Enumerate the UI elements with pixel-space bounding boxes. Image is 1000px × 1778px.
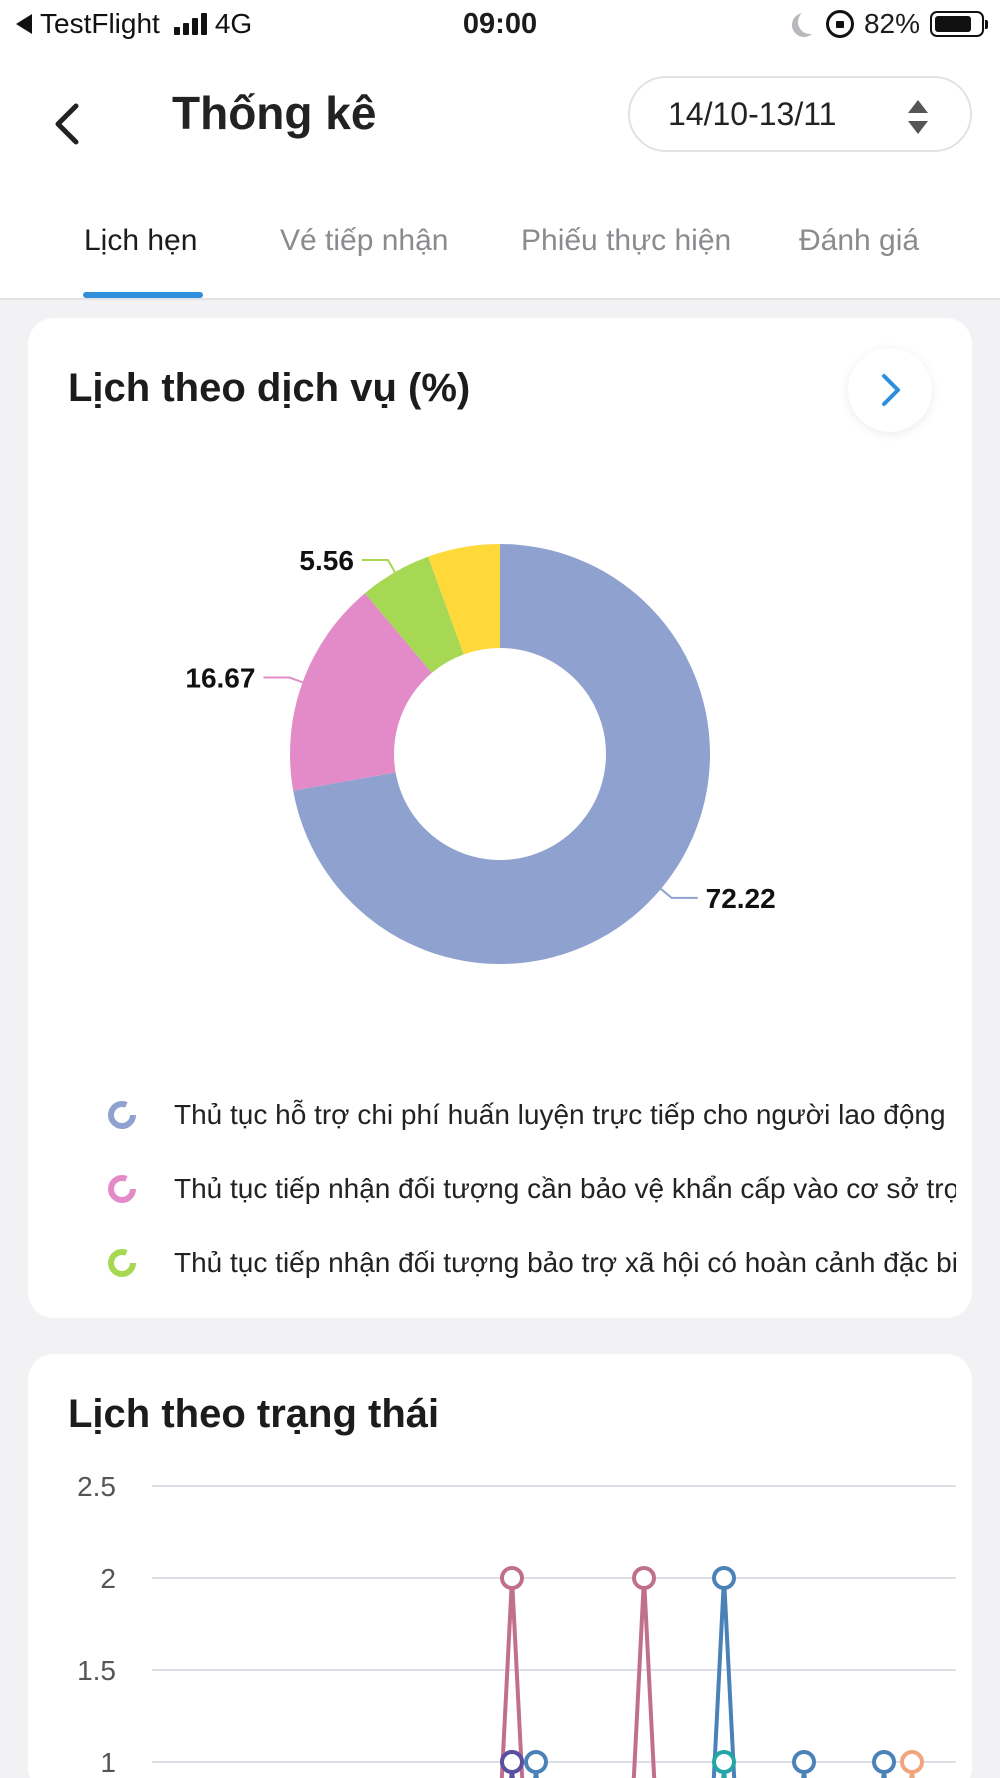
moon-icon: [798, 10, 822, 34]
rotation-lock-icon: [825, 10, 854, 38]
legend-ring-icon: [108, 1249, 136, 1277]
service-legend: Thủ tục hỗ trợ chi phí huấn luyện trực t…: [106, 1078, 956, 1300]
tab-ratings[interactable]: Đánh giá: [799, 224, 920, 257]
back-triangle-icon: [16, 14, 32, 34]
clock: 09:00: [462, 8, 538, 40]
legend-item[interactable]: Thủ tục hỗ trợ chi phí huấn luyện trực t…: [106, 1078, 956, 1152]
legend-label: Thủ tục tiếp nhận đối tượng bảo trợ xã h…: [174, 1247, 956, 1278]
y-tick-label: 1: [100, 1747, 116, 1778]
battery-icon: [930, 11, 988, 37]
legend-ring-icon: [108, 1175, 136, 1203]
status-line-chart: 2.5 2 1.5 1: [77, 1471, 956, 1778]
back-app-label: TestFlight: [40, 8, 160, 39]
series-line: [711, 1577, 737, 1778]
data-point[interactable]: [712, 1566, 736, 1590]
battery-fill: [935, 16, 972, 32]
legend-ring-icon: [108, 1101, 136, 1129]
back-chevron-icon[interactable]: [46, 94, 90, 154]
legend-label: Thủ tục hỗ trợ chi phí huấn luyện trực t…: [174, 1099, 946, 1130]
data-point[interactable]: [500, 1750, 524, 1774]
legend-item[interactable]: Thủ tục tiếp nhận đối tượng cần bảo vệ k…: [106, 1152, 956, 1226]
slice-value-label: 16.67: [185, 663, 255, 694]
service-chart-title: Lịch theo dịch vụ (%): [68, 366, 471, 410]
donut-slice[interactable]: [364, 556, 464, 673]
tab-work-orders[interactable]: Phiếu thực hiện: [521, 224, 732, 257]
slice-value-label: 72.22: [706, 883, 776, 914]
label-leader-line: [263, 676, 303, 684]
app-header: Thống kê 14/10-13/11 Lịch hẹn Vé tiếp nh…: [0, 50, 1000, 300]
network-label: 4G: [214, 8, 253, 39]
donut-slice[interactable]: [428, 544, 500, 655]
slice-value-label: 5.56: [299, 545, 354, 576]
label-leader-line: [660, 888, 698, 899]
tab-appointments[interactable]: Lịch hẹn: [84, 224, 198, 257]
date-range-picker[interactable]: 14/10-13/11: [628, 76, 972, 152]
chevron-right-icon[interactable]: [848, 348, 932, 432]
donut-slice[interactable]: [293, 544, 710, 964]
data-point[interactable]: [900, 1750, 924, 1774]
status-bar: TestFlight 4G 09:00 82%: [0, 0, 1000, 50]
legend-label: Thủ tục tiếp nhận đối tượng cần bảo vệ k…: [174, 1173, 956, 1204]
sort-arrows-icon: [908, 100, 928, 134]
tab-tickets[interactable]: Vé tiếp nhận: [280, 224, 449, 257]
status-chart-card: Lịch theo trạng thái 2.5 2 1.5 1: [28, 1354, 972, 1778]
date-range-value: 14/10-13/11: [668, 95, 837, 132]
data-point[interactable]: [500, 1566, 524, 1590]
active-tab-indicator: [83, 292, 203, 298]
label-leader-line: [361, 559, 396, 573]
data-point[interactable]: [524, 1750, 548, 1774]
page-title: Thống kê: [172, 87, 377, 139]
back-to-app[interactable]: TestFlight 4G: [16, 8, 252, 40]
data-point[interactable]: [872, 1750, 896, 1774]
y-tick-label: 1.5: [77, 1655, 116, 1686]
y-tick-label: 2.5: [77, 1471, 116, 1502]
y-tick-label: 2: [100, 1563, 116, 1594]
service-donut-chart: 72.22 16.67 5.56: [185, 544, 776, 964]
battery-percent: 82%: [863, 8, 920, 39]
status-chart-title: Lịch theo trạng thái: [68, 1392, 440, 1436]
donut-slice[interactable]: [290, 593, 432, 791]
series-line: [499, 1577, 525, 1778]
tab-bar: Lịch hẹn Vé tiếp nhận Phiếu thực hiện Đá…: [0, 210, 1000, 300]
legend-item[interactable]: Thủ tục tiếp nhận đối tượng bảo trợ xã h…: [106, 1226, 956, 1300]
signal-icon: [173, 13, 207, 35]
data-point[interactable]: [632, 1566, 656, 1590]
series-line: [631, 1577, 657, 1778]
data-point[interactable]: [712, 1750, 736, 1774]
data-point[interactable]: [792, 1750, 816, 1774]
service-chart-card: Lịch theo dịch vụ (%) 72.22 16.67 5.56 Thủ…: [28, 318, 972, 1318]
